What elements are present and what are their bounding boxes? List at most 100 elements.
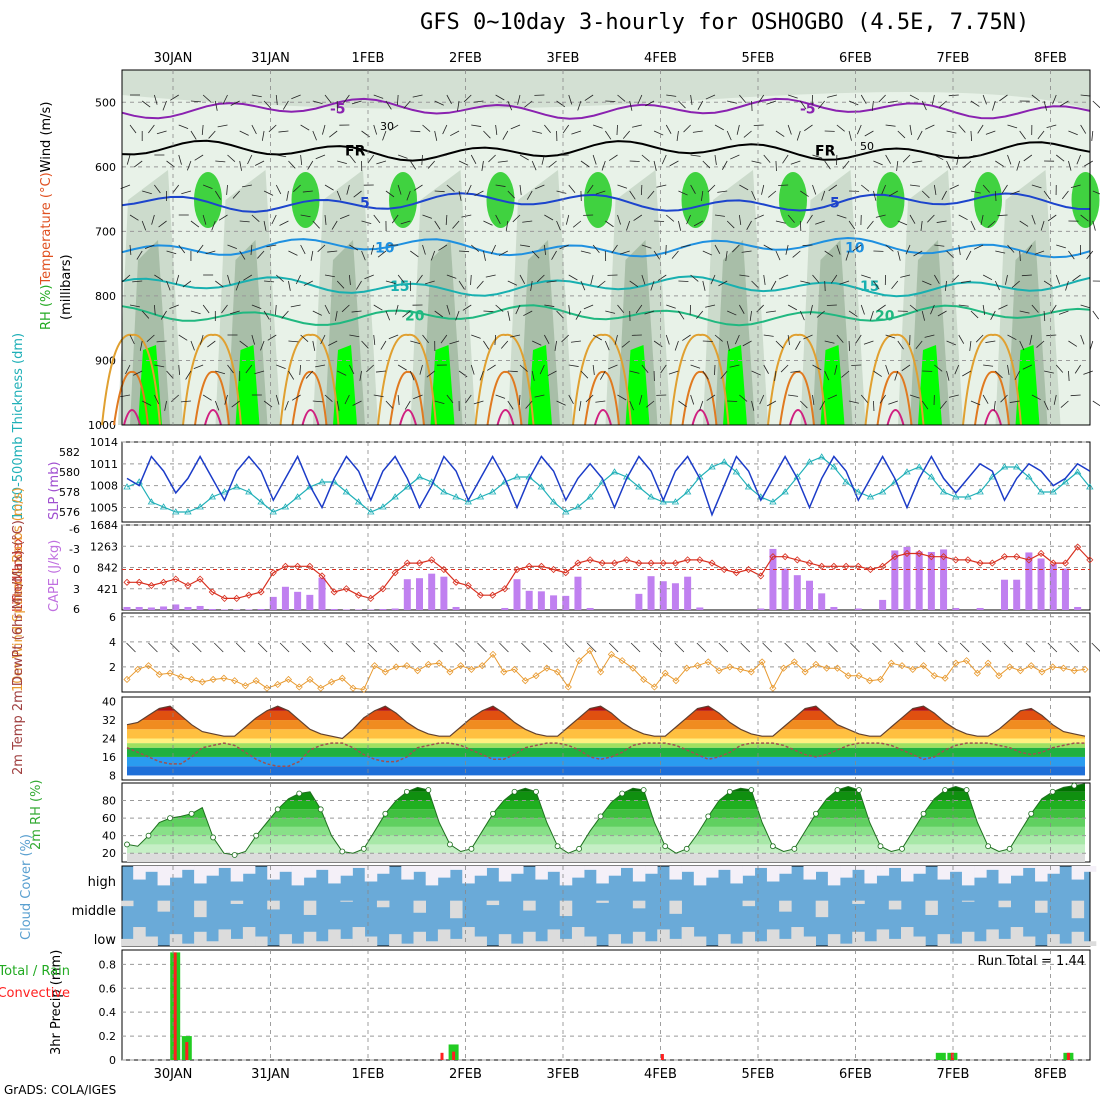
- wind-barb: [1068, 370, 1070, 382]
- cloud-low-clear: [584, 936, 597, 946]
- temp-contour-35: [301, 409, 320, 426]
- wind-barb: [274, 304, 277, 315]
- wind-barb: [122, 274, 131, 282]
- wind-point: [1027, 662, 1035, 670]
- cloud-row-label: middle: [72, 904, 116, 919]
- wind-barb: [151, 214, 155, 225]
- wind-barb: [385, 280, 396, 284]
- wind-barb: [267, 334, 277, 341]
- wind-barb: [652, 642, 663, 653]
- temp-contour-35: [594, 409, 612, 426]
- panel-frame: [121, 612, 1091, 693]
- wind-barb: [936, 220, 947, 223]
- wind-barb: [1031, 214, 1036, 225]
- wind-barb: [170, 94, 179, 101]
- thickness-point: [659, 498, 667, 505]
- rh-dark-area: [715, 240, 755, 425]
- cape-bar: [281, 586, 289, 610]
- cape-bar: [525, 590, 533, 610]
- wind-barb: [763, 244, 773, 251]
- wind-barb: [427, 160, 435, 169]
- wind-barb: [800, 190, 809, 197]
- wind-barb: [132, 280, 143, 283]
- wind-point: [123, 675, 131, 684]
- wind-barb: [507, 190, 516, 199]
- cloud-mid-clear: [230, 900, 244, 904]
- wind-barb: [397, 94, 399, 106]
- wind-barb: [141, 310, 150, 319]
- date-label-top: 5FEB: [742, 51, 775, 66]
- wind-point: [1006, 663, 1014, 671]
- wind-barb: [1061, 190, 1069, 200]
- wind-barb: [556, 190, 567, 194]
- rh2m-point: [188, 810, 195, 817]
- wind-barb: [257, 250, 265, 259]
- wind-barb: [678, 280, 689, 282]
- wind-barb: [139, 340, 143, 351]
- rh2m-point: [468, 845, 475, 852]
- wind-barb: [471, 334, 481, 339]
- lifted-point: [184, 581, 192, 590]
- wind-point: [392, 663, 400, 671]
- cloud-low-clear: [328, 929, 341, 946]
- wind-barb: [1055, 274, 1061, 285]
- precip-tick-label: 0: [109, 1054, 116, 1067]
- cloud-mid-clear: [632, 900, 646, 909]
- cloud-high-clear: [913, 866, 926, 874]
- wind-barb: [787, 304, 798, 311]
- wind-barb: [939, 400, 947, 410]
- contour-label: FR: [815, 144, 836, 160]
- cape-bar: [879, 599, 887, 610]
- wind-barb: [885, 154, 891, 164]
- wind-barb: [678, 190, 688, 196]
- wind-barb: [765, 310, 776, 313]
- cloud-high-clear: [242, 866, 256, 874]
- temp-band: [127, 738, 1085, 744]
- wind-barb: [239, 160, 242, 171]
- wind-barb: [629, 400, 634, 411]
- wind-barb: [718, 280, 728, 287]
- wind-barb: [1069, 642, 1080, 653]
- wind-barb: [442, 124, 448, 135]
- wind-barb: [778, 274, 789, 280]
- wind-point: [919, 662, 928, 670]
- contour-label: 15: [860, 279, 879, 295]
- temp-contour-30: [876, 371, 913, 426]
- rh-dark-area: [812, 240, 853, 425]
- wind-barb: [909, 124, 912, 135]
- wind-barb: [736, 124, 740, 135]
- contour-line: [121, 97, 1091, 120]
- cloud-low-clear: [937, 934, 951, 946]
- wind-barb: [937, 642, 948, 653]
- wind-barb: [784, 642, 794, 653]
- wind-barb: [154, 394, 160, 405]
- cloud-label: Cloud Cover (%): [19, 834, 34, 940]
- wind-barb: [666, 94, 677, 97]
- wind-barb: [551, 250, 557, 260]
- rh-moist-area: [235, 345, 260, 425]
- cloud-low-clear: [291, 943, 305, 946]
- date-label-top: 7FEB: [937, 51, 970, 66]
- wind-barb: [608, 642, 619, 653]
- wind-barb: [639, 394, 643, 405]
- wind-barb: [885, 124, 896, 127]
- cloud-low-clear: [742, 931, 756, 946]
- wind-barb: [410, 340, 421, 344]
- date-label-top: 3FEB: [547, 51, 580, 66]
- lifted-point: [1086, 556, 1094, 564]
- rh2m-point: [253, 832, 260, 839]
- wind-barb: [1010, 190, 1020, 195]
- cape-bar: [586, 607, 594, 610]
- lifted-point: [891, 553, 899, 561]
- cloud-high-clear: [511, 866, 524, 874]
- cloud-high-clear: [876, 866, 890, 876]
- wind-barb: [1080, 94, 1091, 97]
- wind-barb: [732, 244, 740, 253]
- wind-barb: [905, 244, 911, 255]
- wind-point: [640, 675, 648, 684]
- cloud-mid-clear: [852, 900, 865, 904]
- rh2m-point: [490, 810, 496, 817]
- wind-barb: [583, 304, 594, 310]
- cape-bar: [1025, 552, 1033, 610]
- wind-barb: [982, 274, 993, 281]
